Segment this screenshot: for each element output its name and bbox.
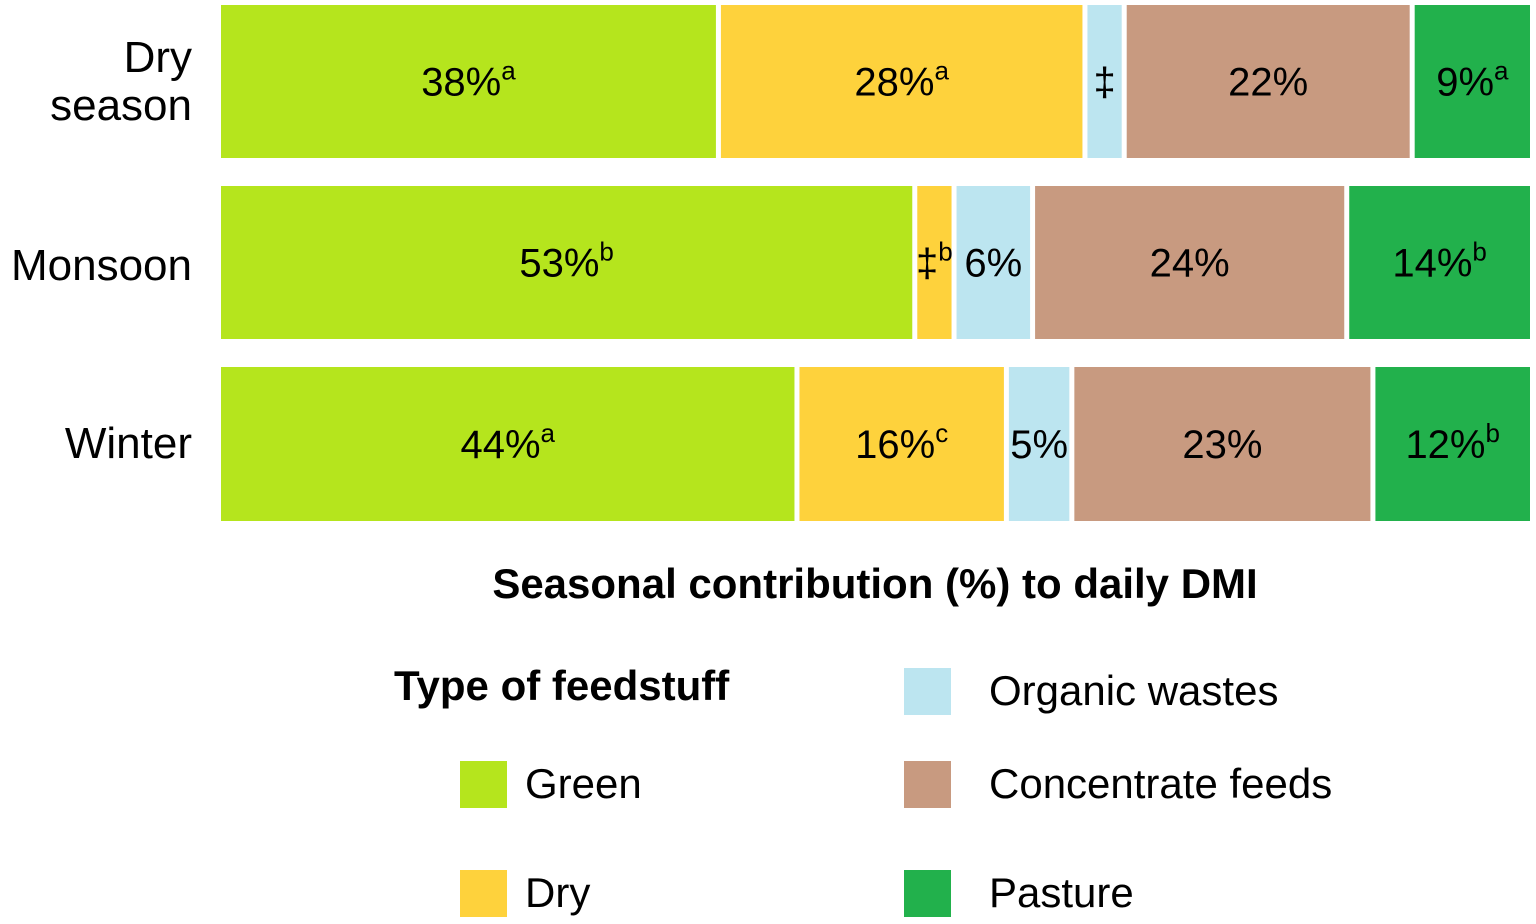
legend-item-organic-wastes: Organic wastes — [904, 667, 1278, 715]
legend-item-concentrate-feeds: Concentrate feeds — [904, 760, 1332, 808]
data-label-monsoon-concentrate-feeds: 24% — [1150, 242, 1230, 286]
legend-item-green: Green — [460, 760, 642, 808]
x-axis-label: Seasonal contribution (%) to daily DMI — [492, 560, 1258, 607]
bar-segment-dry-season-pasture — [1414, 5, 1530, 158]
data-label-winter-dry: 16%c — [855, 418, 948, 467]
bar-segment-dry-season-concentrate-feeds — [1126, 5, 1410, 158]
data-label-superscript: b — [599, 237, 613, 267]
bar-segment-winter-pasture — [1375, 367, 1530, 521]
bar-segment-monsoon-pasture — [1349, 186, 1530, 339]
bar-segment-dry-season-green — [221, 5, 716, 158]
data-label-winter-green: 44%a — [460, 418, 555, 467]
legend-label-pasture: Pasture — [989, 869, 1134, 916]
bar-segment-winter-green — [221, 367, 795, 521]
legend-swatch-green — [460, 760, 507, 808]
bar-segment-winter-concentrate-feeds — [1074, 367, 1371, 521]
legend-swatch-pasture — [904, 869, 951, 917]
data-label-winter-concentrate-feeds: 23% — [1182, 423, 1262, 467]
row-label-dry-season-line1: Dry — [123, 33, 192, 82]
legend-swatch-dry — [460, 869, 507, 917]
legend-label-organic-wastes: Organic wastes — [989, 667, 1279, 714]
bar-segment-monsoon-green — [221, 186, 913, 339]
bar-segment-monsoon-concentrate-feeds — [1035, 186, 1345, 339]
data-label-superscript: c — [935, 418, 948, 448]
data-label-superscript: b — [1472, 237, 1486, 267]
row-label-winter: Winter — [0, 420, 192, 468]
bar-segment-monsoon-dry — [917, 186, 952, 339]
row-label-monsoon: Monsoon — [0, 242, 192, 290]
legend-item-pasture: Pasture — [904, 869, 1134, 917]
data-label-dry-season-green: 38%a — [421, 56, 516, 105]
data-label-superscript: b — [1486, 418, 1500, 448]
stacked-bar-chart: 38%a 28%a ‡ 22% 9%a53%b ‡b 6% 24% 14%b44%a 16%c 5%… — [221, 5, 1530, 521]
legend-swatch-concentrate-feeds — [904, 760, 951, 808]
bar-segment-winter-dry — [799, 367, 1004, 521]
data-label-superscript: a — [1494, 56, 1509, 86]
data-label-superscript: a — [934, 56, 949, 86]
data-label-winter-organic-wastes: 5% — [1010, 423, 1068, 467]
data-label-dry-season-concentrate-feeds: 22% — [1228, 61, 1308, 105]
bar-segment-winter-organic-wastes — [1008, 367, 1070, 521]
legend-item-dry: Dry — [460, 869, 590, 917]
data-label-monsoon-organic-wastes: 6% — [964, 242, 1022, 286]
data-label-dry-season-dry: 28%a — [854, 56, 949, 105]
data-label-dry-season-organic-wastes: ‡ — [1093, 61, 1115, 105]
bar-segment-monsoon-organic-wastes — [956, 186, 1031, 339]
bar-segment-dry-season-dry — [720, 5, 1083, 158]
data-label-winter-pasture: 12%b — [1405, 418, 1500, 467]
data-label-superscript: a — [541, 418, 556, 448]
data-label-superscript: b — [938, 237, 952, 267]
row-label-dry-season-line2: season — [50, 81, 192, 130]
data-label-monsoon-green: 53%b — [519, 237, 614, 286]
data-label-superscript: a — [501, 56, 516, 86]
row-label-dry-season: Dry season — [0, 34, 192, 130]
legend-label-dry: Dry — [525, 869, 591, 916]
data-label-monsoon-pasture: 14%b — [1392, 237, 1487, 286]
legend-label-concentrate-feeds: Concentrate feeds — [989, 760, 1333, 807]
legend-title: Type of feedstuff — [394, 662, 730, 709]
legend-swatch-organic-wastes — [904, 667, 951, 715]
data-label-monsoon-dry: ‡b — [916, 237, 953, 286]
row-label-monsoon-line1: Monsoon — [10, 241, 192, 290]
bar-segment-dry-season-organic-wastes — [1087, 5, 1122, 158]
legend-label-green: Green — [525, 760, 642, 807]
row-label-winter-line1: Winter — [64, 419, 192, 468]
